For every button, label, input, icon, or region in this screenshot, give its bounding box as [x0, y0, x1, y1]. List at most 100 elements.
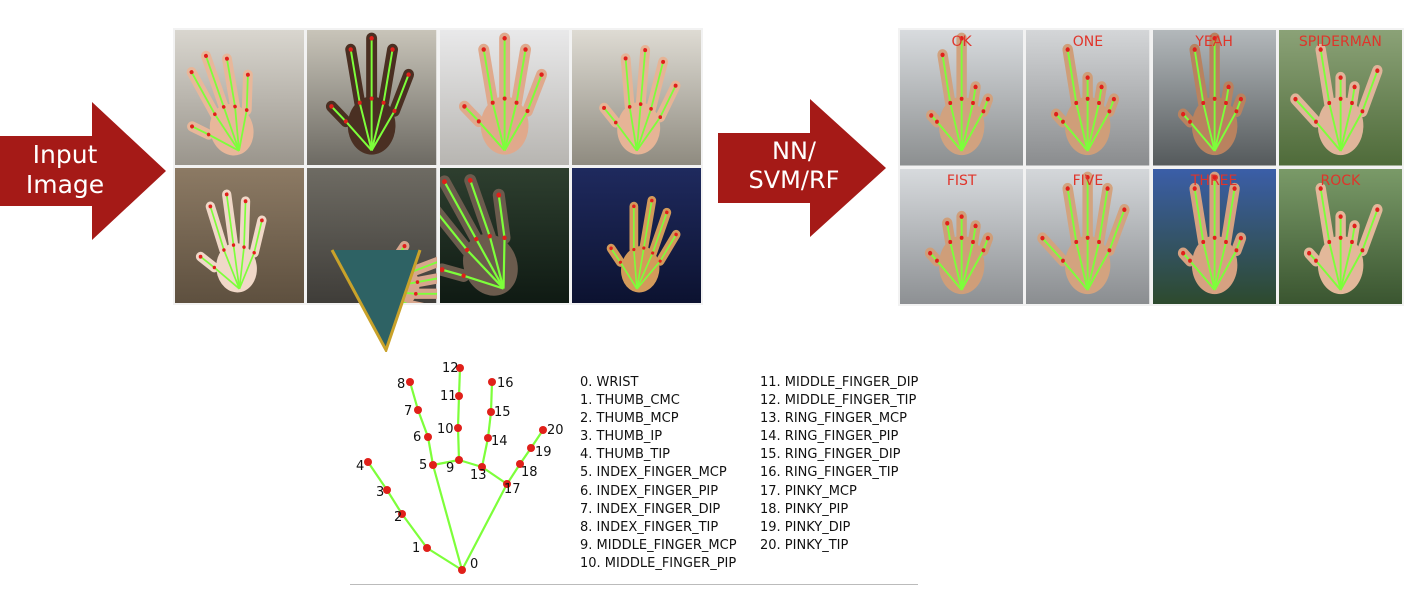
landmark-number: 18: [521, 465, 538, 480]
landmark-point: [516, 460, 524, 468]
gesture-tile: ONE: [1026, 30, 1150, 166]
landmark-point: [1318, 185, 1323, 191]
gesture-label: FIVE: [1072, 172, 1104, 189]
landmark-point: [1122, 206, 1127, 212]
landmark-point: [935, 258, 939, 263]
landmark-number: 14: [491, 434, 508, 449]
landmark-point: [1180, 111, 1185, 117]
landmark-number: 20: [547, 423, 564, 438]
landmark-point: [1234, 109, 1238, 114]
landmark-number: 12: [442, 361, 459, 376]
classifier-arrow: NN/ SVM/RF: [718, 99, 886, 237]
landmark-point: [1085, 174, 1090, 180]
landmark-point: [514, 100, 519, 105]
landmark-list-item: 17. PINKY_MCP: [760, 483, 857, 499]
hand-shape: [598, 44, 681, 155]
landmark-point: [488, 378, 496, 386]
input-image-blue-hand: [571, 168, 701, 303]
hand-shape: [439, 174, 518, 296]
skeleton-connection: [416, 409, 430, 438]
landmark-list-item: 3. THUMB_IP: [580, 429, 663, 445]
landmark-point: [1107, 247, 1112, 252]
landmark-point: [959, 213, 964, 219]
skeleton-connection: [386, 489, 403, 515]
hand-shape: [1051, 43, 1120, 156]
landmark-point: [525, 108, 529, 114]
landmark-point: [348, 47, 354, 52]
input-label-line2: Image: [25, 170, 105, 199]
landmark-point: [381, 100, 386, 105]
landmark-point: [940, 52, 945, 58]
landmark-point: [1313, 258, 1318, 263]
landmark-point: [221, 105, 226, 109]
landmark-point: [981, 109, 986, 114]
landmark-point: [398, 510, 406, 518]
landmark-list-item: 8. INDEX_FINGER_TIP: [580, 519, 719, 535]
landmark-point: [406, 378, 414, 386]
landmark-point: [487, 233, 492, 239]
hand-shape: [1303, 182, 1383, 294]
landmark-number: 15: [494, 405, 511, 420]
landmark-number: 16: [497, 376, 514, 391]
skeleton-connection: [456, 427, 461, 461]
landmark-list-item: 13. RING_FINGER_MCP: [760, 411, 907, 427]
landmark-point: [1352, 223, 1357, 228]
gesture-label: YEAH: [1195, 34, 1233, 50]
landmark-point: [627, 105, 632, 109]
landmark-point: [1352, 84, 1357, 90]
landmark-point: [369, 96, 374, 101]
gesture-tile: THREE: [1152, 168, 1276, 304]
gesture-label: ROCK: [1320, 172, 1361, 189]
landmark-point: [522, 47, 528, 52]
landmark-point: [233, 104, 237, 109]
landmark-number: 2: [394, 510, 402, 525]
landmark-point: [1375, 206, 1380, 212]
skeleton-connection: [486, 411, 493, 439]
landmark-point: [1327, 100, 1331, 106]
landmark-number: 1: [412, 541, 420, 556]
landmark-point: [424, 433, 432, 441]
landmark-list-item: 18. PINKY_PIP: [760, 501, 849, 517]
landmark-point: [464, 247, 469, 253]
input-image-rock-wall-hand: [175, 168, 305, 303]
landmark-point: [1238, 235, 1243, 240]
landmark-point: [231, 243, 236, 247]
landmark-point: [658, 259, 662, 263]
landmark-point: [1040, 235, 1045, 240]
landmark-point: [476, 119, 481, 124]
input-image-dark-hand-ok: [307, 30, 437, 165]
landmark-point: [467, 177, 473, 183]
landmark-point: [369, 36, 375, 41]
landmark-point: [1105, 185, 1110, 191]
landmark-point: [260, 218, 264, 223]
landmark-point: [985, 96, 990, 102]
landmark-list-item: 5. INDEX_FINGER_MCP: [580, 465, 727, 481]
landmark-list-column-2: 11. MIDDLE_FINGER_DIP 12. MIDDLE_FINGER_T…: [760, 374, 918, 555]
landmark-list-item: 20. PINKY_TIP: [760, 537, 849, 553]
gesture-tile: FIST: [900, 168, 1024, 304]
skeleton-connection: [458, 458, 483, 469]
landmark-point: [1107, 109, 1112, 114]
landmark-point: [481, 47, 486, 52]
skeleton-connection: [408, 381, 420, 411]
landmark-point: [1065, 185, 1071, 191]
landmark-number: 13: [470, 468, 487, 483]
landmark-point: [224, 192, 229, 197]
landmark-point: [613, 120, 618, 125]
landmark-list-item: 7. INDEX_FINGER_DIP: [580, 501, 721, 517]
landmark-point: [1338, 213, 1343, 219]
landmark-point: [1192, 185, 1197, 191]
landmark-list-column-1: 0. WRIST 1. THUMB_CMC 2. THUMB_MCP 3. THUMB…: [580, 374, 737, 573]
skeleton-connection: [401, 513, 428, 549]
skeleton-connection: [431, 464, 464, 571]
landmark-list-item: 6. INDEX_FINGER_PIP: [580, 483, 719, 499]
landmark-point: [1200, 239, 1205, 244]
landmark-point: [212, 265, 217, 270]
landmark-point: [252, 250, 256, 255]
landmark-point: [490, 100, 495, 105]
zoom-callout: [330, 249, 422, 354]
landmark-point: [1338, 96, 1343, 101]
landmark-point: [414, 291, 418, 296]
landmark-point: [1338, 75, 1343, 80]
landmark-point: [1318, 47, 1323, 52]
